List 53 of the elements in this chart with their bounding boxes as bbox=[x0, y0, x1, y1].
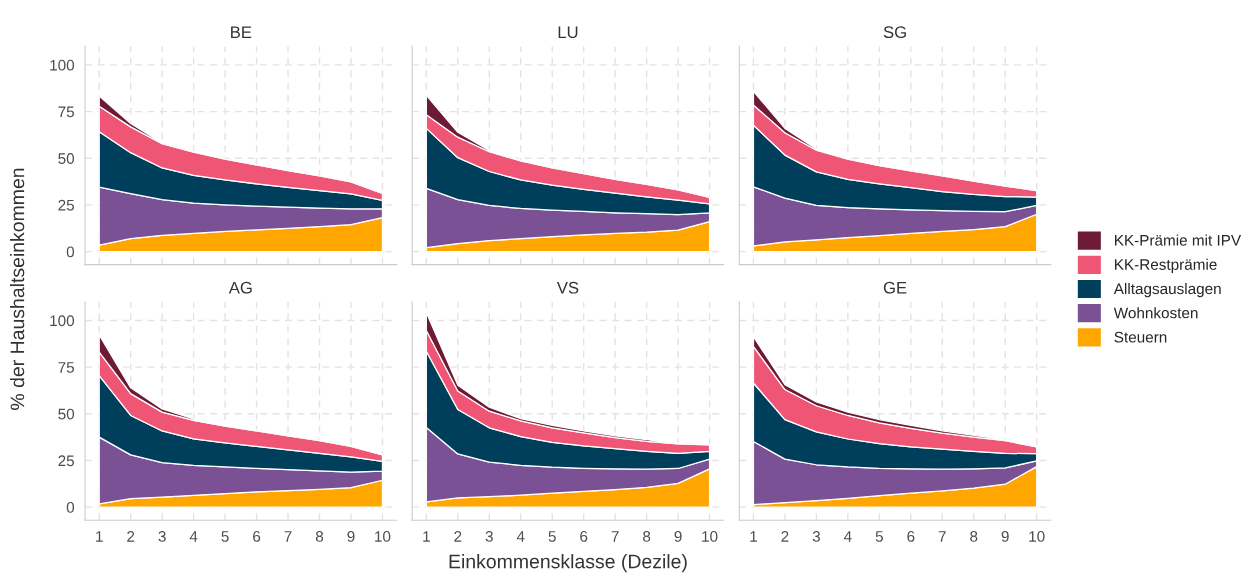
x-tick-label: 5 bbox=[548, 531, 556, 542]
x-tick-label: 10 bbox=[1029, 531, 1045, 542]
x-tick-label: 7 bbox=[938, 531, 946, 542]
legend-label: KK-Restprämie bbox=[1115, 258, 1217, 273]
x-tick-label: 4 bbox=[843, 531, 852, 542]
chart-title: BE bbox=[231, 26, 252, 38]
x-tick-label: 5 bbox=[875, 531, 883, 542]
y-tick-label: 0 bbox=[66, 246, 75, 258]
y-tick-label: 50 bbox=[58, 408, 75, 420]
x-tick-label: 6 bbox=[253, 531, 261, 542]
x-tick-label: 4 bbox=[516, 531, 525, 542]
x-tick-label: 5 bbox=[221, 531, 229, 542]
x-tick-label: 3 bbox=[485, 531, 493, 542]
x-tick-label: 9 bbox=[674, 531, 682, 542]
x-tick-label: 7 bbox=[611, 531, 619, 542]
y-tick-label: 100 bbox=[50, 59, 75, 71]
y-tick-label: 25 bbox=[58, 455, 75, 467]
x-tick-label: 9 bbox=[347, 531, 355, 542]
legend-label: Alltagsauslagen bbox=[1113, 282, 1221, 298]
y-tick-label: 0 bbox=[66, 502, 75, 513]
legend-label: Wohnkosten bbox=[1113, 307, 1198, 319]
legend-label: Steuern bbox=[1114, 331, 1167, 343]
y-tick-label: 100 bbox=[50, 315, 75, 327]
chart-title: AG bbox=[228, 281, 252, 294]
chart-title: VS bbox=[556, 281, 579, 294]
legend-label: KK-Prämie mit IPV bbox=[1115, 234, 1242, 246]
x-tick-label: 8 bbox=[315, 531, 324, 542]
x-tick-label: 4 bbox=[189, 531, 198, 542]
x-tick-label: 6 bbox=[580, 531, 588, 542]
x-tick-label: 1 bbox=[423, 531, 430, 542]
x-tick-label: 10 bbox=[702, 531, 718, 542]
x-tick-label: 7 bbox=[284, 531, 292, 542]
y-tick-label: 75 bbox=[58, 106, 75, 118]
x-tick-label: 9 bbox=[1001, 531, 1009, 542]
y-tick-label: 25 bbox=[58, 199, 75, 211]
x-tick-label: 3 bbox=[158, 531, 166, 542]
x-tick-label: 8 bbox=[643, 531, 651, 542]
x-tick-label: 2 bbox=[781, 531, 789, 542]
x-tick-label: 3 bbox=[812, 531, 820, 542]
chart-title: GE bbox=[883, 281, 907, 294]
x-tick-label: 6 bbox=[907, 531, 915, 542]
chart-title: SG bbox=[883, 26, 906, 39]
x-tick-label: 2 bbox=[454, 531, 462, 542]
x-tick-label: 8 bbox=[970, 531, 978, 542]
x-axis-title: Einkommensklasse (Dezile) bbox=[449, 554, 687, 573]
x-tick-label: 1 bbox=[750, 531, 757, 542]
x-tick-label: 10 bbox=[375, 531, 391, 542]
x-tick-label: 2 bbox=[127, 531, 135, 542]
x-tick-label: 1 bbox=[96, 531, 103, 542]
chart-title: LU bbox=[558, 26, 578, 39]
y-axis-title: % der Haushaltseinkommen bbox=[10, 168, 25, 410]
y-tick-label: 50 bbox=[58, 153, 75, 164]
y-tick-label: 75 bbox=[58, 362, 75, 373]
